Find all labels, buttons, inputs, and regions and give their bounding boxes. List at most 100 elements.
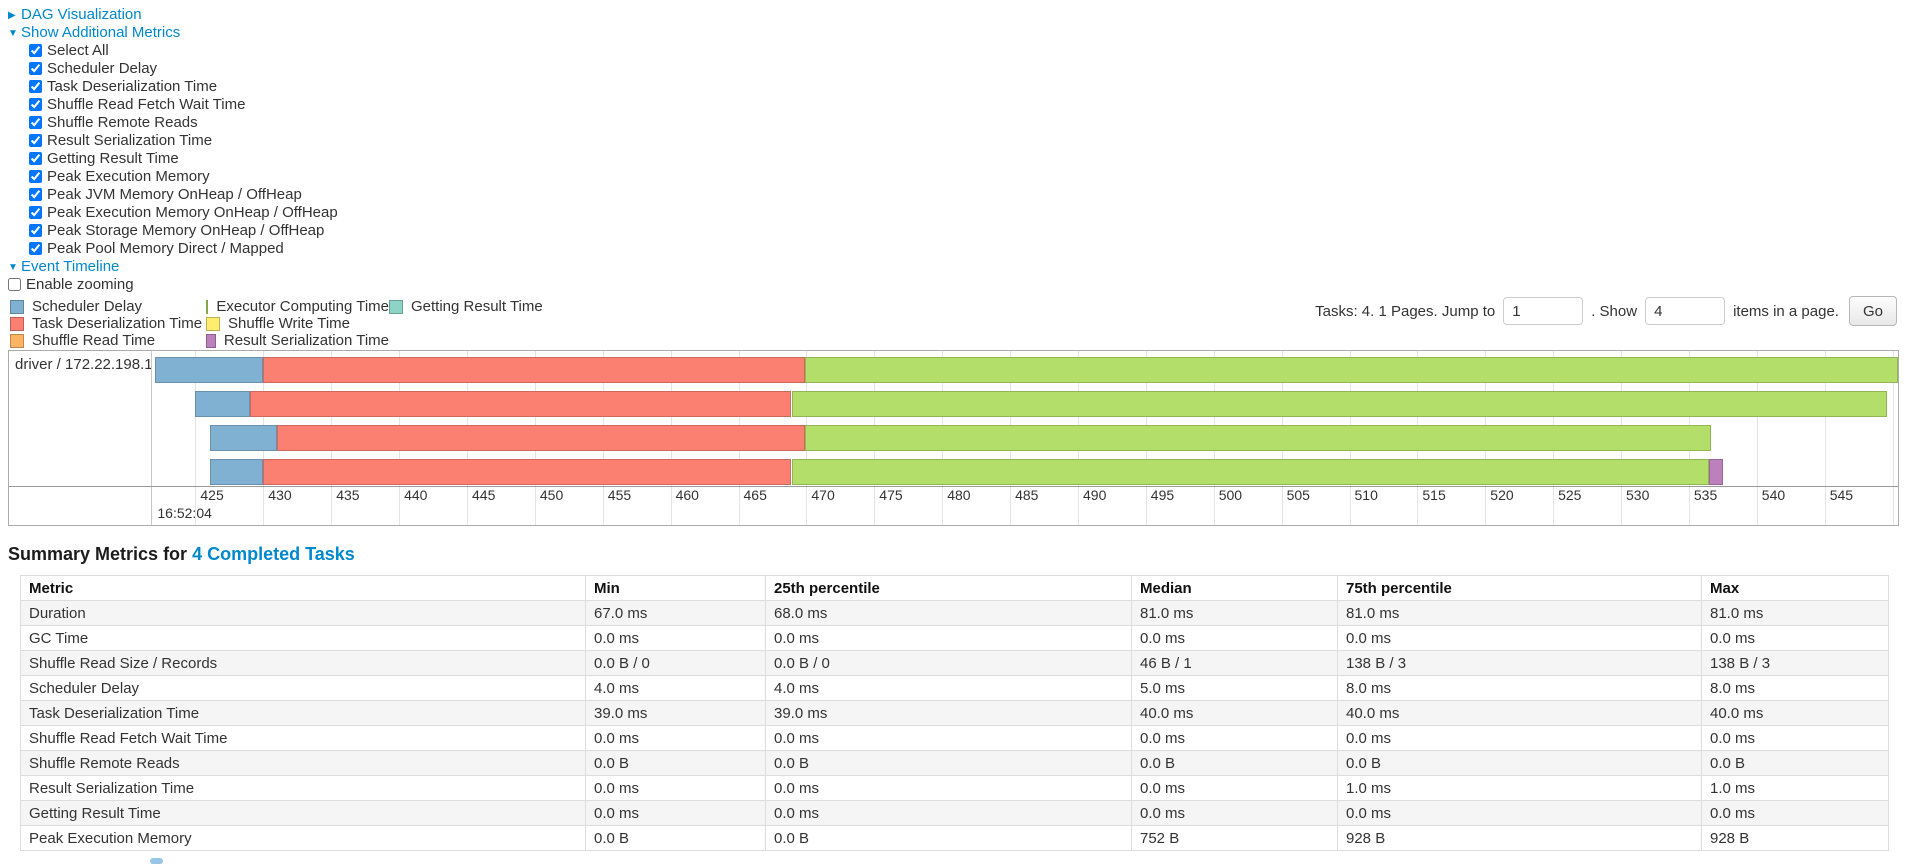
task-bar-scheduler_delay[interactable] (210, 459, 264, 485)
metric-checkbox[interactable] (29, 116, 42, 129)
summary-table-cell: 39.0 ms (585, 700, 766, 726)
summary-table-cell: 0.0 ms (765, 625, 1132, 651)
summary-table-cell: 4.0 ms (765, 675, 1132, 701)
task-bar-scheduler_delay[interactable] (195, 391, 250, 417)
task-bar-task_deserialization[interactable] (263, 357, 805, 383)
metric-checkbox-label: Shuffle Remote Reads (47, 114, 198, 131)
task-bar-executor_computing[interactable] (791, 459, 1710, 485)
task-bar-task_deserialization[interactable] (249, 391, 792, 417)
enable-zooming-row: Enable zooming (8, 276, 1907, 294)
legend-label: Executor Computing Time (216, 298, 389, 315)
axis-tick-label: 455 (607, 487, 632, 503)
show-additional-metrics-toggle[interactable]: ▼ Show Additional Metrics (8, 24, 1907, 42)
task-bar-scheduler_delay[interactable] (210, 425, 277, 451)
axis-tick-label: 510 (1354, 487, 1378, 503)
jump-to-page-input[interactable] (1503, 297, 1584, 325)
metric-checkbox[interactable] (29, 224, 42, 237)
gridline (1756, 351, 1758, 525)
summary-table-cell: 0.0 B (1337, 750, 1702, 776)
metric-checkbox[interactable] (29, 134, 42, 147)
event-timeline-toggle[interactable]: ▼ Event Timeline (8, 258, 1907, 276)
axis-tick-label: 515 (1422, 487, 1446, 503)
metric-checkbox[interactable] (29, 206, 42, 219)
enable-zooming-label: Enable zooming (26, 276, 134, 293)
metric-checkbox-label: Peak Pool Memory Direct / Mapped (47, 240, 284, 257)
legend-item-getting_result: Getting Result Time (389, 298, 543, 315)
summary-table-cell: 0.0 ms (765, 775, 1132, 801)
summary-column-header: Median (1131, 575, 1338, 601)
metric-checkbox[interactable] (29, 242, 42, 255)
metric-checkbox[interactable] (29, 152, 42, 165)
summary-table-header-row: Metric Min 25th percentile Median 75th perce… (20, 575, 1889, 601)
legend-column: Executor Computing Time Shuffle Write Tim… (206, 298, 389, 349)
result_serialization-swatch-icon (206, 333, 216, 348)
task-bar-executor_computing[interactable] (805, 425, 1711, 451)
metric-checkbox-label: Task Deserialization Time (47, 78, 218, 95)
metric-checkbox[interactable] (29, 170, 42, 183)
legend-item-shuffle_read: Shuffle Read Time (10, 332, 206, 349)
summary-table-cell: Peak Execution Memory (20, 825, 586, 851)
summary-table-cell: 0.0 ms (1131, 725, 1338, 751)
task-bar-task_deserialization[interactable] (263, 459, 792, 485)
summary-column-header: Max (1701, 575, 1889, 601)
legend-label: Shuffle Write Time (228, 315, 350, 332)
legend-item-scheduler_delay: Scheduler Delay (10, 298, 206, 315)
gridline (1892, 351, 1894, 525)
metric-checkbox-label: Getting Result Time (47, 150, 179, 167)
summary-table-cell: 8.0 ms (1337, 675, 1702, 701)
go-button[interactable]: Go (1848, 296, 1897, 326)
expanded-arrow-icon: ▼ (8, 262, 18, 273)
summary-table-cell: 0.0 ms (1337, 800, 1702, 826)
summary-table-row: Getting Result Time 0.0 ms 0.0 ms 0.0 ms 0.0… (20, 800, 1889, 826)
summary-table-cell: 0.0 ms (1337, 625, 1702, 651)
summary-table-row: Shuffle Read Fetch Wait Time 0.0 ms 0.0 ms… (20, 725, 1889, 751)
metric-checkbox[interactable] (29, 62, 42, 75)
summary-table-cell: Shuffle Read Size / Records (20, 650, 586, 676)
metric-checkbox[interactable] (29, 80, 42, 93)
enable-zooming-checkbox[interactable] (8, 278, 21, 291)
task-bar-result_serialization[interactable] (1709, 459, 1723, 485)
metric-checkbox[interactable] (29, 188, 42, 201)
axis-tick-label: 500 (1218, 487, 1243, 503)
metric-checkbox[interactable] (29, 44, 42, 57)
metric-checkbox-item: Peak Pool Memory Direct / Mapped (29, 240, 1907, 258)
summary-table-cell: 4.0 ms (585, 675, 766, 701)
task_deserialization-swatch-icon (10, 316, 24, 331)
summary-table-cell: 67.0 ms (585, 600, 766, 626)
metric-checkbox-item: Scheduler Delay (29, 60, 1907, 78)
summary-table-cell: 0.0 B (585, 750, 766, 776)
task-bar-executor_computing[interactable] (805, 357, 1898, 383)
page-size-input[interactable] (1645, 297, 1726, 325)
dag-visualization-label: DAG Visualization (21, 6, 142, 23)
items-in-page-text: items in a page. (1733, 302, 1839, 320)
completed-tasks-link[interactable]: 4 Completed Tasks (192, 544, 355, 564)
metric-checkbox-item: Peak Execution Memory OnHeap / OffHeap (29, 204, 1907, 222)
summary-column-header: 75th percentile (1337, 575, 1702, 601)
summary-column-header: Min (585, 575, 766, 601)
summary-table-cell: 1.0 ms (1337, 775, 1702, 801)
timeline-axis-line (9, 486, 1898, 487)
summary-table-row: Result Serialization Time 0.0 ms 0.0 ms 0.0… (20, 775, 1889, 801)
axis-tick-label: 520 (1490, 487, 1514, 503)
axis-tick-label: 480 (947, 487, 971, 503)
metric-checkbox-label: Peak Execution Memory OnHeap / OffHeap (47, 204, 338, 221)
summary-table-cell: 0.0 ms (585, 725, 766, 751)
task-bar-executor_computing[interactable] (791, 391, 1888, 417)
legend-item-result_serialization: Result Serialization Time (206, 332, 389, 349)
metric-checkbox-label: Result Serialization Time (47, 132, 213, 149)
axis-tick-label: 465 (743, 487, 767, 503)
stage-controls: ▶ DAG Visualization ▼ Show Additional Metr… (0, 0, 1907, 294)
metric-checkbox-label: Scheduler Delay (47, 60, 158, 77)
summary-table-cell: 8.0 ms (1701, 675, 1889, 701)
dag-visualization-toggle[interactable]: ▶ DAG Visualization (8, 6, 1907, 24)
axis-tick-label: 425 (200, 487, 224, 503)
axis-tick-label: 445 (472, 487, 496, 503)
metric-checkbox-label: Peak Storage Memory OnHeap / OffHeap (47, 222, 325, 239)
task-bar-scheduler_delay[interactable] (154, 357, 264, 383)
task-bar-task_deserialization[interactable] (276, 425, 805, 451)
axis-tick-label: 460 (675, 487, 699, 503)
summary-table-cell: 0.0 ms (1701, 725, 1889, 751)
summary-table-cell: Shuffle Remote Reads (20, 750, 586, 776)
summary-table-cell: 0.0 B (765, 825, 1132, 851)
metric-checkbox[interactable] (29, 98, 42, 111)
